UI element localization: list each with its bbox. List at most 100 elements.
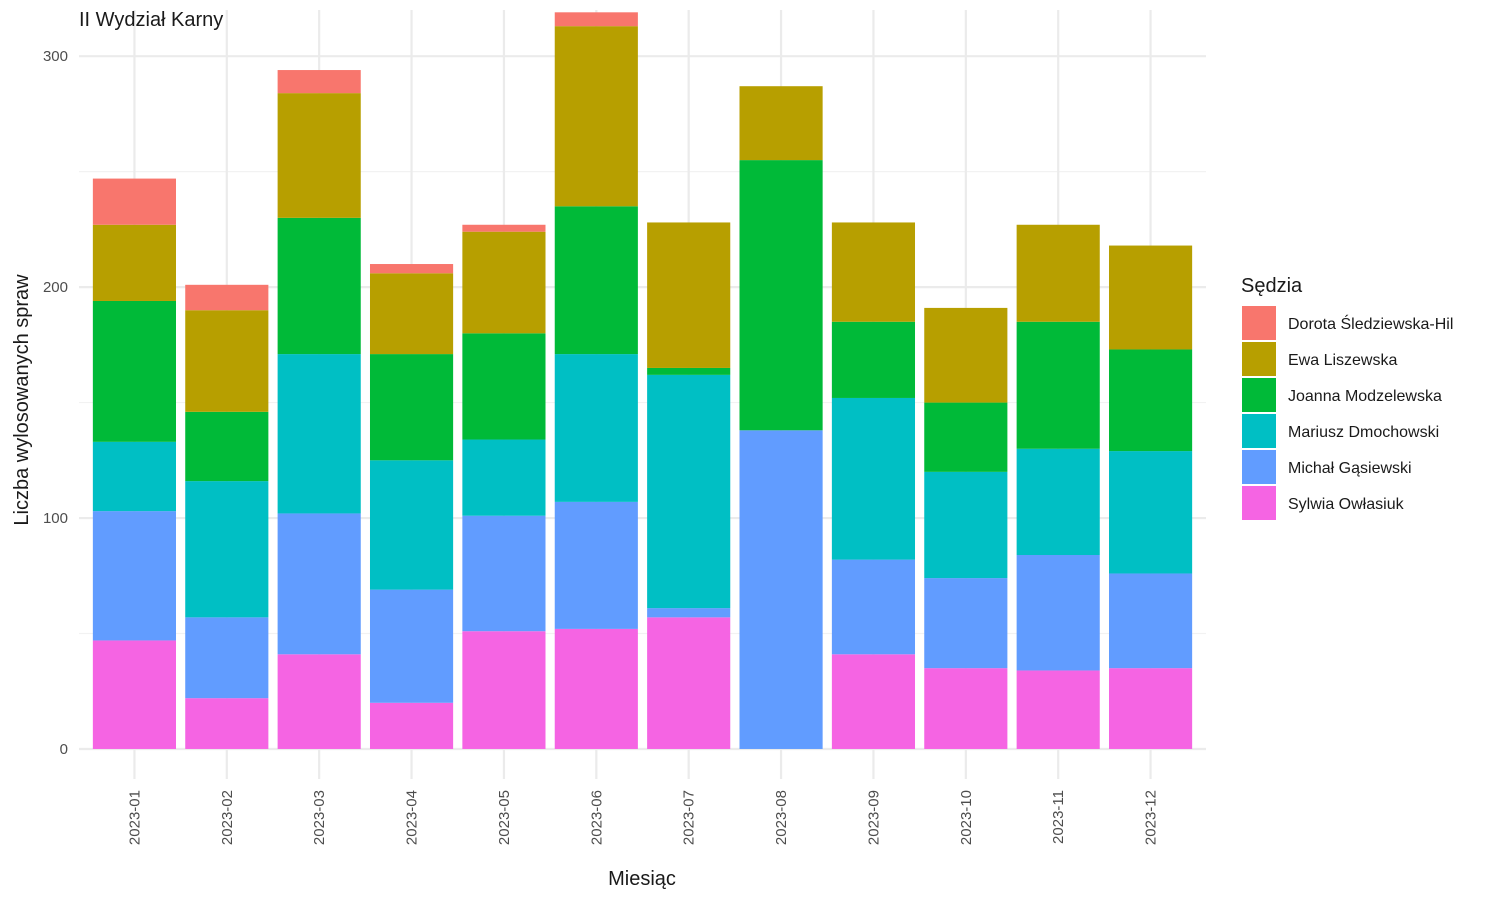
x-tick-label: 2023-12 bbox=[1143, 790, 1160, 845]
bars bbox=[92, 12, 1193, 749]
legend-swatch bbox=[1242, 450, 1276, 484]
bar-segment bbox=[185, 481, 269, 618]
bar-segment bbox=[369, 273, 454, 355]
bar-segment bbox=[277, 654, 361, 749]
legend-title: Sędzia bbox=[1241, 275, 1303, 297]
bar-segment bbox=[1016, 554, 1100, 671]
legend-label: Joanna Modzelewska bbox=[1288, 388, 1442, 405]
bar-segment bbox=[277, 513, 361, 655]
x-tick-label: 2023-08 bbox=[773, 790, 790, 845]
legend: Sędzia Dorota Śledziewska-Hil Ewa Liszews… bbox=[1241, 275, 1453, 520]
axes: 0 100 200 300 2023-01 2023-02 2023-03 2023-04 20… bbox=[43, 48, 1160, 845]
x-tick-label: 2023-04 bbox=[404, 790, 421, 845]
legend-label: Michał Gąsiewski bbox=[1288, 460, 1412, 477]
bar-segment bbox=[554, 206, 638, 355]
bar-segment bbox=[92, 300, 176, 442]
bar-segment bbox=[739, 160, 823, 431]
bar-segment bbox=[369, 702, 454, 749]
chart-title: II Wydział Karny bbox=[79, 9, 223, 31]
bar-segment bbox=[924, 307, 1008, 403]
bar-segment bbox=[924, 471, 1008, 579]
bar-segment bbox=[831, 397, 916, 560]
bar-segment bbox=[1109, 573, 1193, 669]
legend-swatch bbox=[1242, 486, 1276, 520]
y-tick-label: 300 bbox=[43, 48, 68, 65]
x-tick-label: 2023-11 bbox=[1050, 790, 1067, 844]
bar-segment bbox=[1016, 448, 1100, 555]
y-tick-label: 200 bbox=[43, 279, 68, 296]
bar-segment bbox=[369, 589, 454, 703]
legend-label: Mariusz Dmochowski bbox=[1288, 424, 1439, 441]
bar-segment bbox=[554, 354, 638, 502]
bar-segment bbox=[1109, 349, 1193, 452]
legend-swatch bbox=[1242, 378, 1276, 412]
bar-segment bbox=[1016, 224, 1100, 322]
bar-segment bbox=[647, 222, 731, 368]
x-tick-label: 2023-07 bbox=[681, 790, 698, 845]
bar-segment bbox=[924, 578, 1008, 669]
bar-segment bbox=[185, 284, 269, 311]
bar-segment bbox=[831, 559, 916, 655]
bar-segment bbox=[185, 310, 269, 412]
bar-segment bbox=[647, 367, 731, 375]
bar-segment bbox=[462, 439, 546, 516]
bar-segment bbox=[369, 460, 454, 590]
bar-segment bbox=[831, 654, 916, 749]
bar-segment bbox=[185, 698, 269, 749]
x-tick-label: 2023-01 bbox=[126, 790, 143, 845]
bar-segment bbox=[1016, 321, 1100, 449]
legend-label: Dorota Śledziewska-Hil bbox=[1288, 314, 1453, 333]
bar-segment bbox=[1016, 670, 1100, 749]
bar-segment bbox=[462, 224, 546, 232]
legend-swatch bbox=[1242, 306, 1276, 340]
bar-segment bbox=[647, 608, 731, 618]
bar-segment bbox=[647, 617, 731, 749]
bar-segment bbox=[1109, 451, 1193, 574]
legend-swatch bbox=[1242, 414, 1276, 448]
bar-segment bbox=[462, 333, 546, 440]
x-tick-label: 2023-06 bbox=[588, 790, 605, 845]
x-tick-label: 2023-03 bbox=[311, 790, 328, 845]
legend-swatch bbox=[1242, 342, 1276, 376]
bar-segment bbox=[369, 264, 454, 274]
bar-segment bbox=[277, 93, 361, 218]
bar-segment bbox=[554, 501, 638, 629]
x-tick-label: 2023-05 bbox=[496, 790, 513, 845]
bar-segment bbox=[92, 511, 176, 641]
x-tick-label: 2023-02 bbox=[219, 790, 236, 845]
bar-segment bbox=[277, 354, 361, 514]
y-tick-label: 100 bbox=[43, 510, 68, 527]
bar-segment bbox=[831, 321, 916, 398]
bar-segment bbox=[92, 178, 176, 225]
bar-segment bbox=[462, 631, 546, 749]
bar-segment bbox=[462, 515, 546, 632]
y-tick-label: 0 bbox=[60, 741, 68, 758]
bar-segment bbox=[739, 430, 823, 749]
bar-segment bbox=[92, 224, 176, 301]
bar-segment bbox=[554, 12, 638, 27]
bar-segment bbox=[1109, 668, 1193, 749]
legend-label: Ewa Liszewska bbox=[1288, 352, 1397, 369]
bar-segment bbox=[739, 86, 823, 161]
bar-segment bbox=[647, 374, 731, 609]
bar-segment bbox=[462, 231, 546, 334]
bar-segment bbox=[554, 26, 638, 207]
bar-segment bbox=[831, 222, 916, 322]
bar-segment bbox=[277, 217, 361, 355]
bar-segment bbox=[185, 617, 269, 699]
bar-segment bbox=[185, 411, 269, 482]
legend-label: Sylwia Owłasiuk bbox=[1288, 496, 1405, 513]
bar-segment bbox=[924, 402, 1008, 472]
x-axis-title: Miesiąc bbox=[608, 868, 676, 890]
bar-segment bbox=[277, 70, 361, 94]
bar-segment bbox=[92, 441, 176, 512]
bar-segment bbox=[924, 668, 1008, 749]
bar-segment bbox=[1109, 245, 1193, 350]
y-axis-title: Liczba wylosowanych spraw bbox=[11, 274, 33, 526]
bar-segment bbox=[92, 640, 176, 749]
bar-segment bbox=[554, 628, 638, 749]
x-tick-label: 2023-09 bbox=[865, 790, 882, 845]
bar-segment bbox=[369, 354, 454, 461]
